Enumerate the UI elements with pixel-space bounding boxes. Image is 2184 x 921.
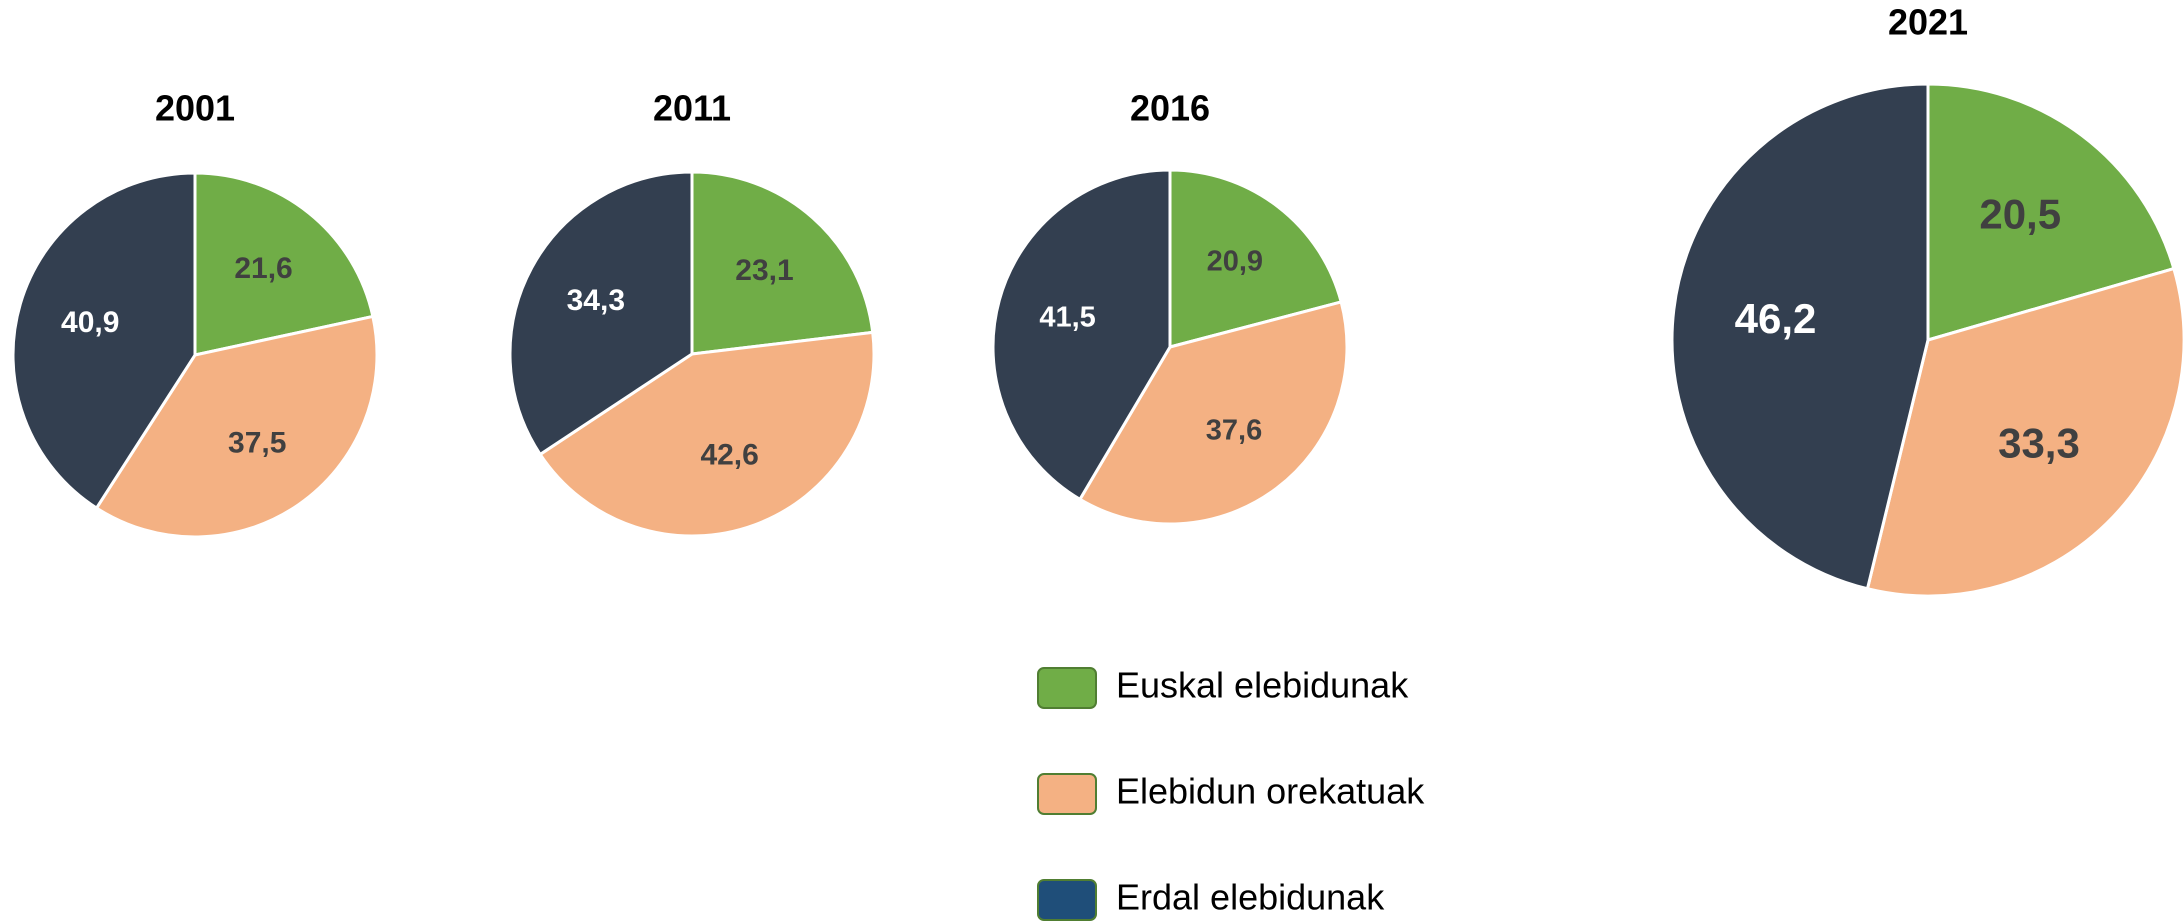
- legend-swatch: [1037, 879, 1097, 921]
- chart-title: 2011: [653, 88, 731, 129]
- pie-slice: [1926, 82, 2176, 342]
- pie-slice: [508, 170, 694, 456]
- legend-swatch: [1037, 667, 1097, 709]
- legend-label: Erdal elebidunak: [1116, 877, 1385, 918]
- pie-slice: [1168, 168, 1343, 349]
- pie-slice: [538, 330, 876, 538]
- slice-label: 20,9: [1207, 246, 1263, 278]
- pie-slice: [193, 171, 375, 357]
- slice-label: 40,9: [61, 306, 119, 339]
- pie-slice: [690, 170, 875, 356]
- slice-label: 37,6: [1206, 414, 1262, 446]
- pie-slice: [1670, 82, 1930, 591]
- pie-slice: [95, 314, 379, 539]
- pie-slice: [1078, 300, 1349, 526]
- legend-swatch: [1037, 773, 1097, 815]
- pie-slice: [991, 168, 1172, 501]
- chart-title: 2021: [1888, 2, 1968, 43]
- chart-title: 2001: [155, 88, 235, 129]
- slice-label: 21,6: [234, 252, 292, 285]
- slice-label: 20,5: [1979, 190, 2061, 237]
- pie-slice: [11, 171, 197, 510]
- chart-title: 2016: [1130, 88, 1210, 129]
- slice-label: 42,6: [700, 438, 758, 471]
- slice-label: 41,5: [1039, 302, 1095, 334]
- slice-label: 37,5: [228, 427, 286, 460]
- slice-label: 34,3: [567, 284, 625, 317]
- slice-label: 46,2: [1735, 295, 1817, 342]
- legend-label: Elebidun orekatuak: [1116, 771, 1425, 812]
- slice-label: 33,3: [1998, 419, 2080, 466]
- legend-label: Euskal elebidunak: [1116, 665, 1409, 706]
- slice-label: 23,1: [735, 254, 793, 287]
